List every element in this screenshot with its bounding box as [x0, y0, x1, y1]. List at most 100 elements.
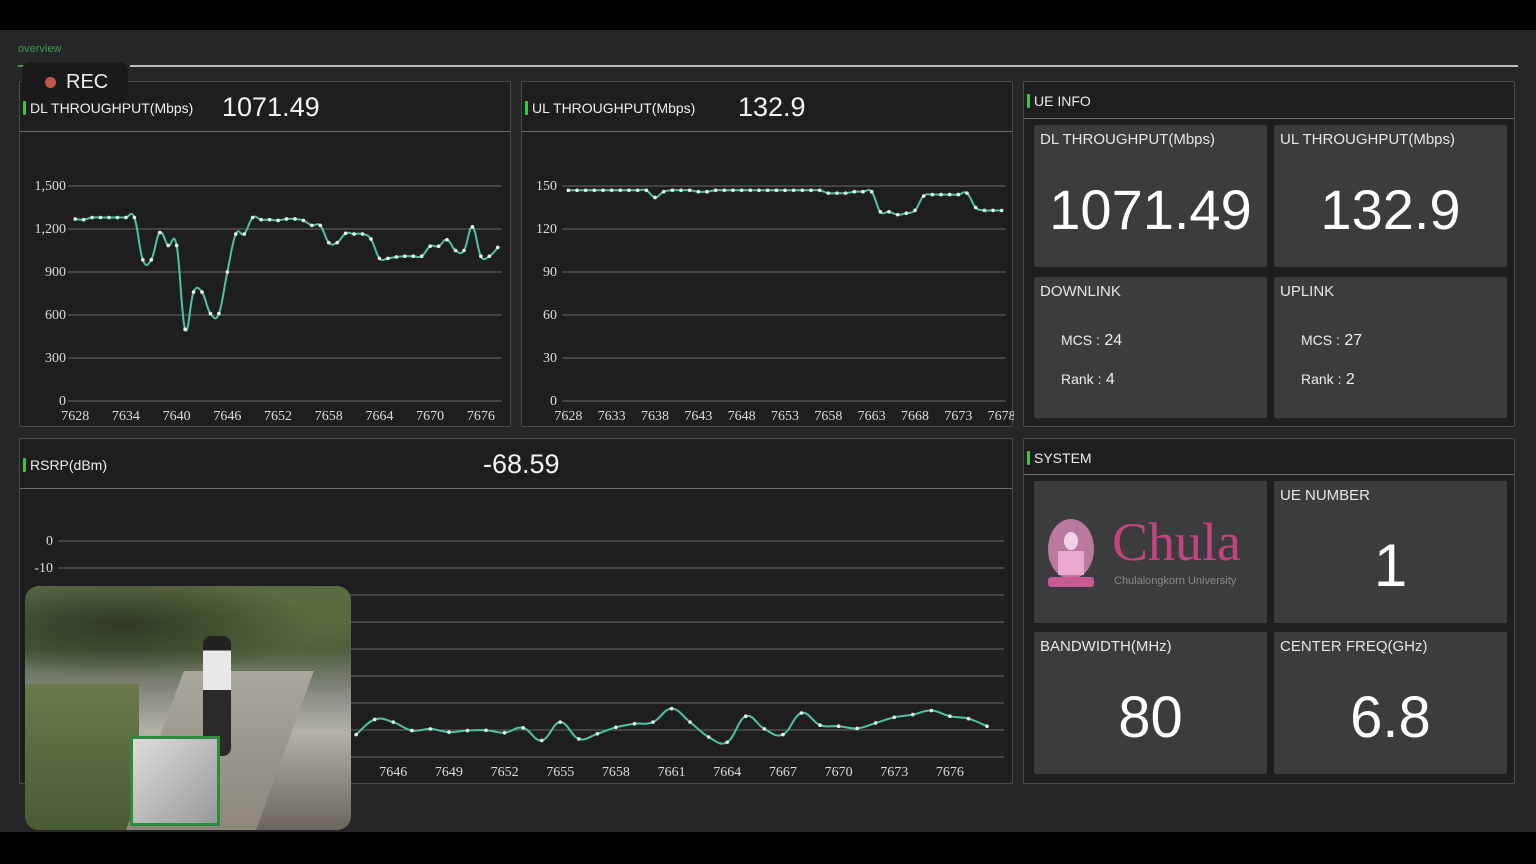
data-point	[445, 237, 449, 242]
data-point	[410, 728, 414, 733]
x-tick-label: 7663	[858, 409, 886, 424]
data-point	[852, 189, 857, 194]
data-point	[360, 232, 365, 236]
data-point	[670, 188, 675, 193]
data-point	[583, 188, 588, 193]
tab-overview[interactable]: overview	[18, 43, 62, 55]
data-point	[757, 188, 761, 193]
y-tick-label: 30	[543, 351, 557, 366]
data-point	[781, 732, 785, 737]
data-point	[887, 210, 891, 214]
y-tick-label: 0	[550, 394, 557, 409]
camera-feed[interactable]	[25, 586, 351, 830]
data-point	[259, 217, 263, 222]
data-point	[817, 188, 822, 193]
x-tick-label: 7628	[61, 409, 89, 424]
data-point	[791, 188, 796, 193]
data-point	[836, 724, 841, 729]
y-tick-label: 600	[45, 308, 66, 323]
data-point	[861, 189, 865, 194]
video-trees	[25, 586, 351, 684]
data-point	[731, 188, 735, 193]
data-point	[428, 727, 433, 731]
data-point	[595, 731, 600, 736]
data-point	[895, 212, 900, 217]
data-point	[609, 188, 614, 193]
data-point	[661, 189, 666, 194]
panel-title: SYSTEM	[1027, 450, 1092, 466]
data-point	[985, 724, 989, 728]
data-point	[242, 232, 247, 236]
data-point	[166, 243, 170, 248]
current-value: -68.59	[483, 449, 560, 479]
data-point	[632, 721, 637, 726]
chula-logo-subtitle: Chulalongkorn University	[1114, 575, 1237, 587]
tile-value: 132.9	[1320, 178, 1461, 241]
data-point	[354, 732, 358, 737]
data-point	[276, 218, 280, 223]
data-point	[818, 723, 822, 727]
x-tick-label: 7670	[416, 409, 444, 424]
bandwidth-tile: BANDWIDTH(MHz) 80	[1034, 632, 1267, 774]
data-point	[217, 311, 221, 316]
data-point	[799, 711, 804, 715]
data-point	[558, 720, 563, 724]
data-point	[725, 740, 730, 744]
ul-throughput-panel: UL THROUGHPUT(Mbps) 132.9 0 30 60 90 120 150 7…	[521, 81, 1014, 427]
data-point	[966, 716, 971, 721]
dl-mcs: MCS : 24	[1061, 332, 1123, 349]
data-point	[318, 223, 323, 228]
data-point	[644, 188, 649, 193]
data-point	[419, 254, 424, 259]
data-point	[627, 188, 631, 193]
data-point	[157, 230, 162, 235]
x-tick-label: 7673	[944, 409, 972, 424]
data-point	[739, 188, 744, 193]
system-panel: SYSTEM Chula Chulalongkorn University UE…	[1023, 438, 1515, 784]
data-point	[411, 254, 416, 259]
data-point	[386, 256, 390, 261]
logo-tile: Chula Chulalongkorn University	[1034, 481, 1267, 623]
x-tick-label: 7640	[163, 409, 191, 424]
data-point	[436, 244, 441, 248]
y-tick-label: 150	[536, 179, 557, 194]
data-point	[669, 706, 674, 711]
x-tick-label: 7653	[771, 409, 799, 424]
x-tick-label: 7655	[546, 765, 574, 780]
dl-throughput-chart: 0 300 600 900 1,200 1,500 7628 7634 7640 7646 7652…	[35, 179, 502, 424]
data-point	[873, 721, 878, 725]
dl-rank: Rank : 4	[1061, 371, 1115, 388]
x-tick-label: 7668	[901, 409, 929, 424]
data-point	[722, 188, 727, 193]
data-point	[208, 311, 213, 316]
data-point	[705, 189, 709, 194]
x-tick-label: 7673	[880, 765, 908, 780]
data-point	[618, 188, 623, 193]
data-point	[713, 188, 718, 193]
x-tick-label: 7634	[112, 409, 140, 424]
data-point	[679, 188, 683, 193]
x-tick-label: 7658	[814, 409, 842, 424]
tile-label: BANDWIDTH(MHz)	[1040, 638, 1172, 655]
ue-info-panel: UE INFO DL THROUGHPUT(Mbps) 1071.49 UL T…	[1023, 81, 1515, 427]
x-tick-label: 7638	[641, 409, 669, 424]
data-point	[965, 191, 969, 195]
data-point	[326, 240, 331, 245]
data-point	[132, 215, 137, 220]
data-point	[293, 217, 297, 221]
data-point	[267, 217, 272, 222]
x-tick-label: 7648	[728, 409, 756, 424]
data-point	[90, 215, 94, 220]
data-point	[910, 712, 915, 717]
data-point	[956, 192, 961, 197]
x-tick-label: 7667	[769, 765, 797, 780]
data-point	[233, 232, 238, 236]
data-point	[688, 720, 692, 724]
data-point	[403, 254, 407, 259]
data-point	[191, 290, 196, 294]
data-point	[748, 188, 753, 193]
data-point	[869, 189, 874, 194]
recording-indicator[interactable]: REC	[22, 62, 128, 102]
data-point	[999, 208, 1004, 213]
data-point	[948, 714, 952, 719]
